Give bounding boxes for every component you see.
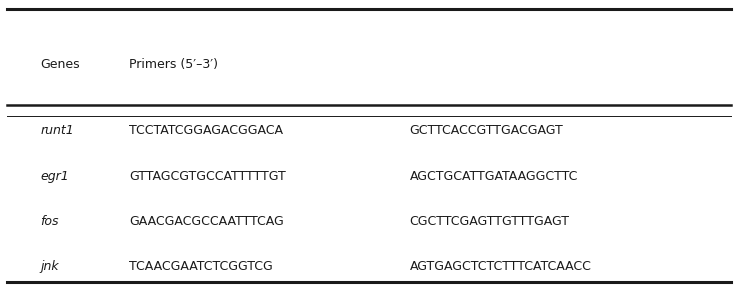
Text: Primers (5′–3′): Primers (5′–3′) — [129, 58, 218, 70]
Text: GAACGACGCCAATTTCAG: GAACGACGCCAATTTCAG — [129, 215, 284, 228]
Text: TCCTATCGGAGACGGACA: TCCTATCGGAGACGGACA — [129, 125, 283, 137]
Text: GCTTCACCGTTGACGAGT: GCTTCACCGTTGACGAGT — [410, 125, 563, 137]
Text: GTTAGCGTGCCATTTTTGT: GTTAGCGTGCCATTTTTGT — [129, 170, 286, 182]
Text: AGTGAGCTCTCTTTCATCAACC: AGTGAGCTCTCTTTCATCAACC — [410, 260, 591, 273]
Text: TCAACGAATCTCGGTCG: TCAACGAATCTCGGTCG — [129, 260, 273, 273]
Text: runt1: runt1 — [41, 125, 75, 137]
Text: AGCTGCATTGATAAGGCTTC: AGCTGCATTGATAAGGCTTC — [410, 170, 578, 182]
Text: jnk: jnk — [41, 260, 59, 273]
Text: fos: fos — [41, 215, 59, 228]
Text: Genes: Genes — [41, 58, 80, 70]
Text: egr1: egr1 — [41, 170, 69, 182]
Text: CGCTTCGAGTTGTTTGAGT: CGCTTCGAGTTGTTTGAGT — [410, 215, 570, 228]
